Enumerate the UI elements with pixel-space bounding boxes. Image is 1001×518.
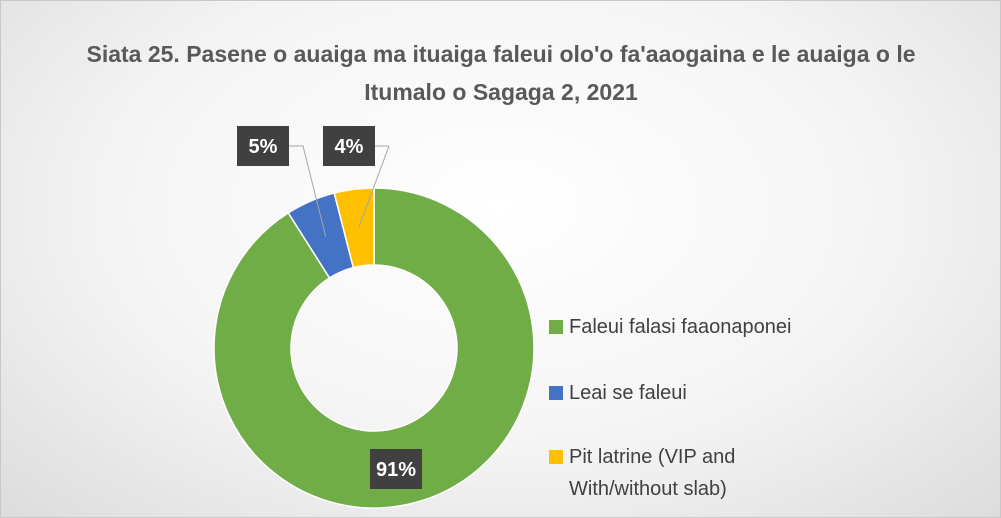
data-label-box <box>370 449 422 489</box>
data-label-box <box>237 126 289 166</box>
data-label: 91% <box>376 459 416 481</box>
legend-item: Faleui falasi faaonaponei <box>549 311 989 343</box>
data-label: 4% <box>335 136 364 158</box>
legend-label: Pit latrine (VIP and With/without slab) <box>569 446 736 500</box>
donut-slice <box>333 187 375 269</box>
leader-line <box>358 145 390 228</box>
legend-label: Faleui falasi faaonaponei <box>569 316 792 338</box>
legend-item: Pit latrine (VIP and With/without slab) <box>549 441 989 505</box>
legend-item: Leai se faleui <box>549 377 989 409</box>
data-label-box <box>323 126 375 166</box>
legend-swatch <box>549 386 563 400</box>
legend-label: Leai se faleui <box>569 382 687 404</box>
leader-line <box>289 145 327 237</box>
legend-swatch <box>549 450 563 464</box>
data-label: 5% <box>249 136 278 158</box>
chart-title: Siata 25. Pasene o auaiga ma ituaiga fal… <box>86 41 916 105</box>
legend-swatch <box>549 320 563 334</box>
donut-slice <box>213 187 535 509</box>
